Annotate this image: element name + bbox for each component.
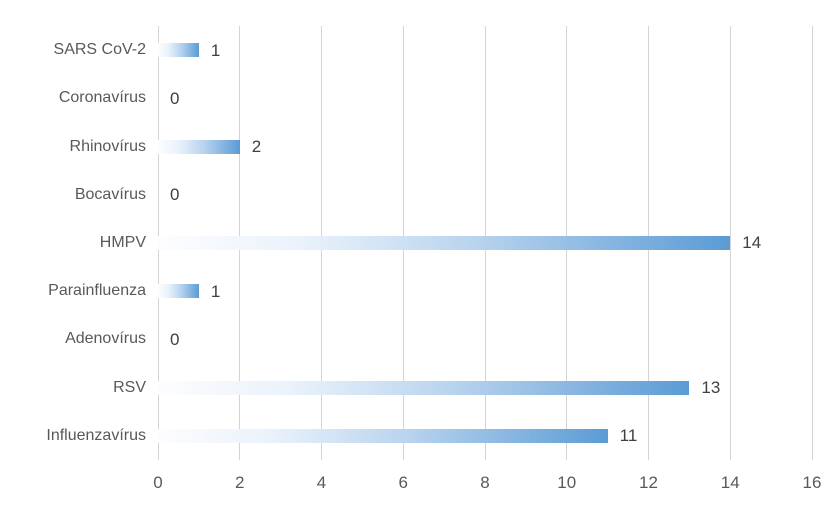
bar bbox=[158, 380, 690, 395]
data-label: 0 bbox=[170, 185, 180, 205]
bar-row: 13 bbox=[158, 364, 812, 412]
category-label: RSV bbox=[113, 378, 146, 396]
category-label: Parainfluenza bbox=[48, 282, 146, 300]
x-tick-label: 12 bbox=[639, 473, 658, 492]
plot-area: 1 0 2 0 14 1 0 13 11 bbox=[157, 26, 813, 460]
data-label: 0 bbox=[170, 88, 180, 108]
category-label: Bocavírus bbox=[74, 185, 146, 203]
bar bbox=[158, 235, 731, 250]
category-label: HMPV bbox=[99, 233, 146, 251]
x-tick-label: 10 bbox=[557, 473, 577, 492]
data-label: 11 bbox=[619, 426, 638, 446]
x-tick-label: 2 bbox=[235, 473, 245, 492]
gridline bbox=[729, 26, 731, 460]
category-label: SARS CoV-2 bbox=[53, 41, 146, 59]
bar bbox=[158, 284, 199, 299]
data-label: 14 bbox=[742, 233, 762, 253]
category-label: Influenzavírus bbox=[46, 426, 146, 444]
bar-row: 1 bbox=[158, 267, 812, 315]
bar-row: 0 bbox=[158, 315, 812, 363]
data-label: 2 bbox=[251, 137, 262, 157]
bar bbox=[158, 139, 240, 154]
bar-row: 14 bbox=[158, 219, 812, 267]
category-label: Adenovírus bbox=[65, 330, 146, 348]
x-tick-label: 0 bbox=[153, 473, 163, 492]
bar-row: 11 bbox=[158, 412, 812, 460]
bar-row: 0 bbox=[158, 74, 812, 122]
bar-row: 2 bbox=[158, 122, 812, 170]
bar bbox=[158, 428, 608, 443]
x-tick-label: 16 bbox=[802, 473, 822, 492]
x-tick-label: 8 bbox=[480, 473, 490, 492]
data-label: 0 bbox=[170, 329, 180, 349]
gridline bbox=[811, 26, 813, 460]
data-label: 1 bbox=[210, 281, 221, 301]
category-label: Coronavírus bbox=[58, 89, 146, 107]
data-label: 13 bbox=[701, 378, 721, 398]
data-label: 1 bbox=[210, 40, 221, 60]
x-axis: 0 2 4 6 8 10 12 14 16 bbox=[153, 473, 821, 497]
x-tick-label: 6 bbox=[398, 473, 408, 492]
bar bbox=[158, 43, 199, 58]
x-tick-label: 4 bbox=[316, 473, 327, 492]
bar-row: 1 bbox=[158, 26, 812, 74]
bar-row: 0 bbox=[158, 171, 812, 219]
category-axis: SARS CoV-2 Coronavírus Rhinovírus Bocavírus… bbox=[0, 26, 146, 460]
x-tick-label: 14 bbox=[720, 473, 740, 492]
bars-container: 1 0 2 0 14 1 0 13 11 bbox=[158, 26, 812, 460]
category-label: Rhinovírus bbox=[69, 137, 146, 155]
